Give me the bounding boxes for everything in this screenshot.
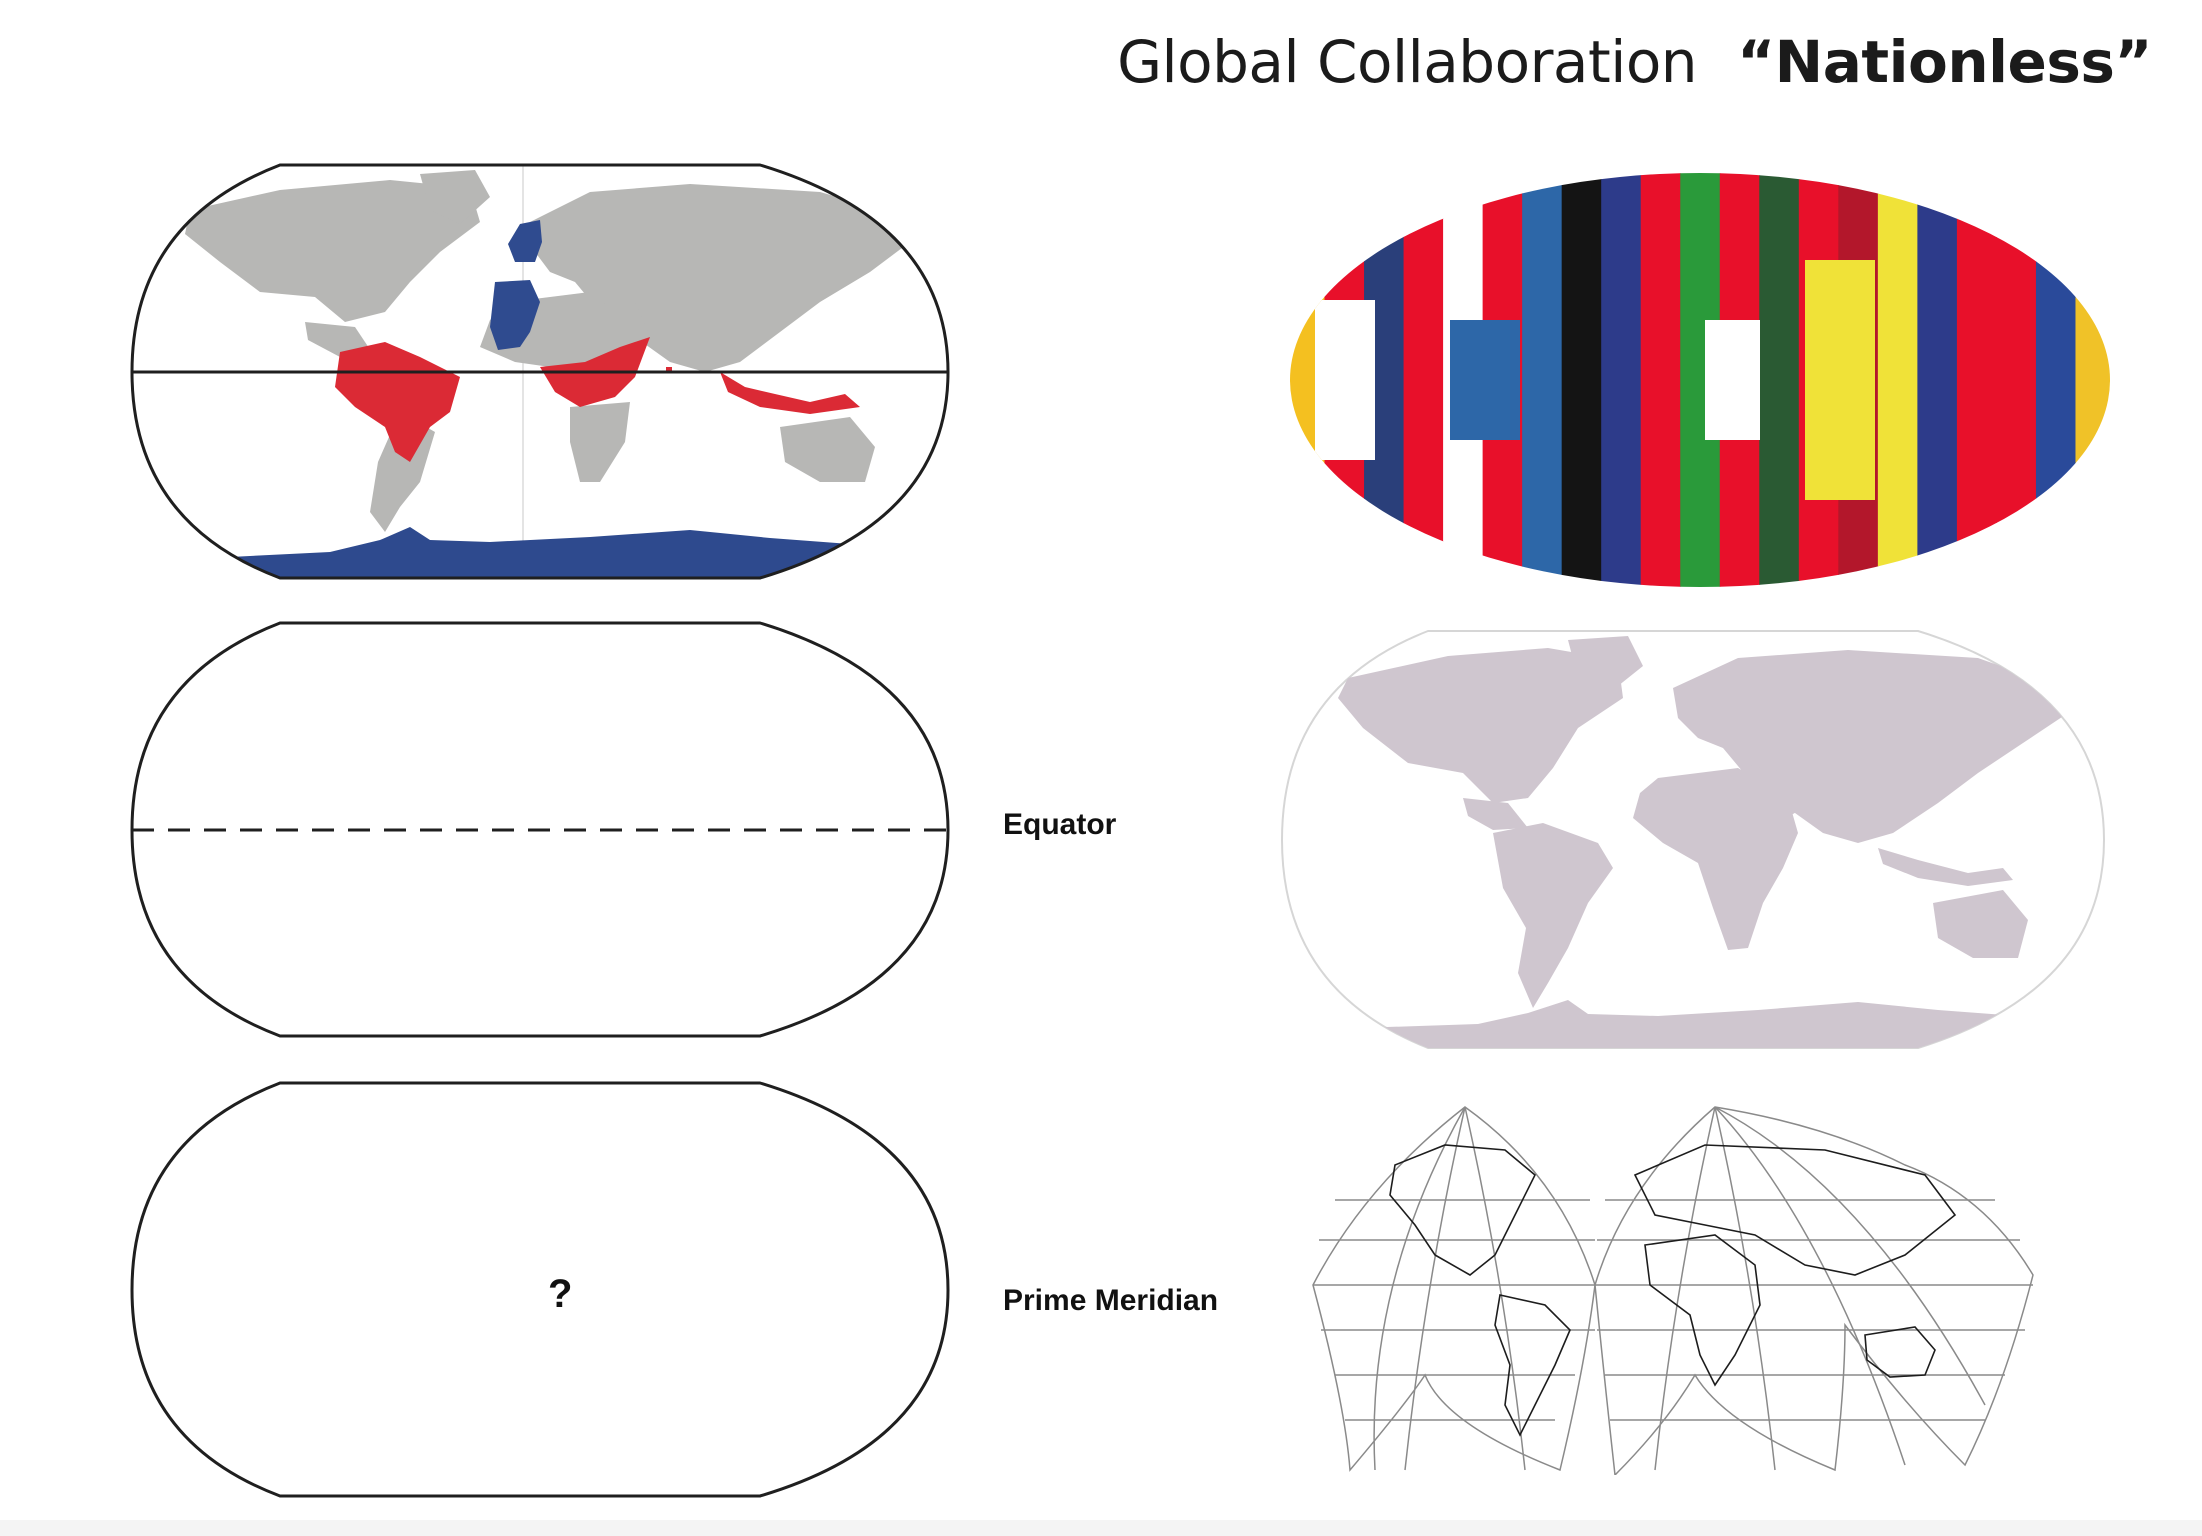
- mauve-africa: [1633, 768, 1798, 950]
- mauve-indonesia: [1878, 848, 2013, 886]
- prime-meridian-outline-map: [130, 1081, 950, 1498]
- highlight-antarctica: [132, 527, 948, 578]
- projection-north-america: [1389, 1144, 1536, 1276]
- highlight-europe-france: [508, 220, 542, 262]
- mauve-north-america: [1338, 648, 1623, 803]
- flag-collage-map: [1290, 173, 2110, 587]
- question-mark: ?: [548, 1272, 573, 1316]
- projection-africa: [1644, 1234, 1761, 1387]
- flag-stripe: [1561, 173, 1602, 587]
- flag-emblem: [1450, 320, 1520, 440]
- flag-stripe: [1877, 173, 1918, 587]
- projection-eurasia: [1633, 1144, 1957, 1276]
- mauve-antarctica: [1282, 1000, 2104, 1048]
- equator-outline-map: [130, 621, 950, 1038]
- greenland-landmass: [420, 170, 490, 224]
- mauve-central-america: [1463, 798, 1528, 830]
- interrupted-projection-map: [1312, 1106, 2034, 1475]
- flag-emblem: [1975, 310, 2030, 430]
- flag-stripe: [1640, 173, 1681, 587]
- north-america-landmass: [185, 180, 480, 322]
- mauve-greenland: [1568, 636, 1643, 694]
- prime-meridian-label: Prime Meridian: [1003, 1284, 1219, 1317]
- projection-south-america: [1494, 1294, 1571, 1437]
- highlight-small-island: [666, 367, 672, 373]
- mauve-world-map: [1280, 630, 2106, 1049]
- flag-stripe: [1917, 173, 1958, 587]
- highlight-indonesia: [720, 372, 860, 414]
- south-africa-landmass: [570, 402, 630, 482]
- page-title: Global Collaboration “Nationless”: [1117, 28, 2152, 96]
- footer-strip: [0, 1520, 2202, 1536]
- equator-label: Equator: [1003, 808, 1117, 841]
- mauve-australia: [1933, 890, 2028, 958]
- flag-stripe: [1601, 173, 1642, 587]
- projection-australia: [1864, 1326, 1936, 1378]
- flag-stripe: [1522, 173, 1563, 587]
- title-emphasis: “Nationless”: [1737, 28, 2152, 96]
- flag-emblem: [1805, 260, 1875, 500]
- flag-stripes: [1290, 173, 2110, 587]
- flag-emblem: [1315, 300, 1375, 460]
- flag-stripe: [2035, 173, 2077, 587]
- flag-stripe: [2075, 173, 2110, 587]
- australia-landmass: [780, 417, 875, 482]
- flag-stripe: [1403, 173, 1444, 587]
- flag-emblem: [1705, 320, 1760, 440]
- flag-stripe: [1759, 173, 1800, 587]
- mauve-south-america: [1493, 823, 1613, 1008]
- highlight-west-africa: [490, 280, 540, 350]
- highlighted-world-map: [130, 163, 950, 580]
- mauve-arabia: [1738, 763, 1803, 823]
- title-main: Global Collaboration: [1117, 28, 1698, 96]
